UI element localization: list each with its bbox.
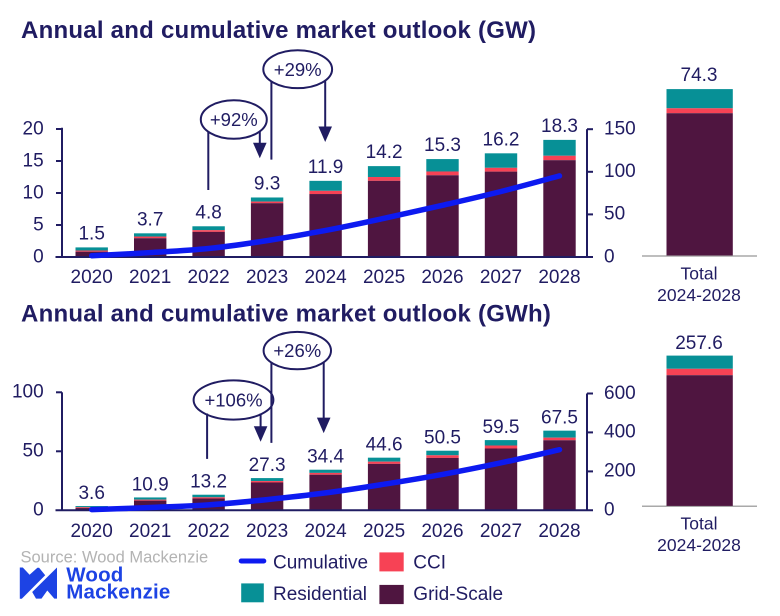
svg-text:27.3: 27.3 bbox=[249, 455, 286, 476]
svg-text:2027: 2027 bbox=[480, 521, 522, 542]
svg-text:2021: 2021 bbox=[129, 267, 171, 288]
svg-text:18.3: 18.3 bbox=[541, 116, 578, 137]
svg-text:67.5: 67.5 bbox=[541, 408, 578, 429]
svg-text:10.9: 10.9 bbox=[132, 474, 169, 495]
svg-text:0: 0 bbox=[33, 246, 44, 267]
svg-text:+106%: +106% bbox=[204, 390, 262, 411]
svg-text:Total: Total bbox=[681, 514, 718, 534]
svg-text:Mackenzie: Mackenzie bbox=[66, 580, 170, 603]
svg-text:Total: Total bbox=[681, 264, 718, 284]
svg-text:16.2: 16.2 bbox=[483, 129, 520, 150]
svg-text:600: 600 bbox=[604, 383, 636, 404]
svg-text:Source: Wood Mackenzie: Source: Wood Mackenzie bbox=[21, 549, 209, 567]
svg-text:2024: 2024 bbox=[304, 267, 347, 288]
svg-text:2020: 2020 bbox=[71, 521, 113, 542]
svg-text:+29%: +29% bbox=[274, 59, 322, 80]
svg-text:34.4: 34.4 bbox=[307, 447, 344, 468]
svg-text:50.5: 50.5 bbox=[424, 428, 461, 449]
svg-text:257.6: 257.6 bbox=[675, 333, 723, 354]
svg-text:1.5: 1.5 bbox=[78, 223, 104, 244]
svg-text:400: 400 bbox=[604, 422, 636, 443]
svg-text:Wood: Wood bbox=[66, 564, 123, 587]
svg-text:2024-2028: 2024-2028 bbox=[657, 535, 741, 555]
svg-text:2026: 2026 bbox=[421, 267, 463, 288]
svg-text:2020: 2020 bbox=[71, 267, 113, 288]
svg-text:2027: 2027 bbox=[480, 267, 522, 288]
svg-text:20: 20 bbox=[23, 118, 44, 139]
svg-text:15.3: 15.3 bbox=[424, 135, 461, 156]
svg-text:Cumulative: Cumulative bbox=[273, 553, 368, 574]
svg-text:Grid-Scale: Grid-Scale bbox=[413, 584, 503, 605]
svg-text:2026: 2026 bbox=[421, 521, 463, 542]
svg-text:2023: 2023 bbox=[246, 521, 288, 542]
svg-text:13.2: 13.2 bbox=[190, 472, 227, 493]
svg-text:2022: 2022 bbox=[187, 267, 229, 288]
svg-text:14.2: 14.2 bbox=[366, 142, 403, 163]
svg-text:0: 0 bbox=[604, 246, 615, 267]
svg-text:15: 15 bbox=[23, 150, 44, 171]
svg-text:100: 100 bbox=[604, 161, 636, 182]
svg-text:50: 50 bbox=[604, 204, 625, 225]
svg-text:2021: 2021 bbox=[129, 521, 171, 542]
svg-text:150: 150 bbox=[604, 119, 636, 140]
svg-text:Residential: Residential bbox=[273, 584, 367, 605]
svg-text:2023: 2023 bbox=[246, 267, 288, 288]
svg-text:59.5: 59.5 bbox=[483, 417, 520, 438]
svg-text:74.3: 74.3 bbox=[681, 65, 718, 86]
svg-text:+92%: +92% bbox=[210, 109, 258, 130]
svg-text:9.3: 9.3 bbox=[254, 174, 280, 195]
svg-text:+26%: +26% bbox=[273, 340, 321, 361]
svg-text:200: 200 bbox=[604, 461, 636, 482]
svg-text:2028: 2028 bbox=[538, 521, 580, 542]
svg-text:2025: 2025 bbox=[363, 521, 405, 542]
svg-text:2025: 2025 bbox=[363, 267, 405, 288]
svg-text:0: 0 bbox=[604, 500, 615, 521]
svg-text:4.8: 4.8 bbox=[195, 202, 221, 223]
svg-text:10: 10 bbox=[23, 182, 44, 203]
svg-text:2028: 2028 bbox=[538, 267, 580, 288]
svg-text:2024-2028: 2024-2028 bbox=[657, 285, 741, 305]
svg-text:3.7: 3.7 bbox=[137, 209, 163, 230]
svg-text:44.6: 44.6 bbox=[366, 435, 403, 456]
svg-text:Annual and cumulative market o: Annual and cumulative market outlook (GW… bbox=[21, 300, 551, 327]
svg-text:100: 100 bbox=[12, 382, 44, 403]
svg-text:2024: 2024 bbox=[304, 521, 347, 542]
svg-text:50: 50 bbox=[23, 441, 44, 462]
svg-text:0: 0 bbox=[33, 500, 44, 521]
svg-text:CCI: CCI bbox=[413, 553, 446, 574]
svg-text:3.6: 3.6 bbox=[78, 483, 104, 504]
svg-text:2022: 2022 bbox=[187, 521, 229, 542]
svg-text:11.9: 11.9 bbox=[308, 157, 344, 178]
svg-text:Annual and cumulative market o: Annual and cumulative market outlook (GW… bbox=[21, 17, 536, 44]
svg-text:5: 5 bbox=[33, 214, 44, 235]
